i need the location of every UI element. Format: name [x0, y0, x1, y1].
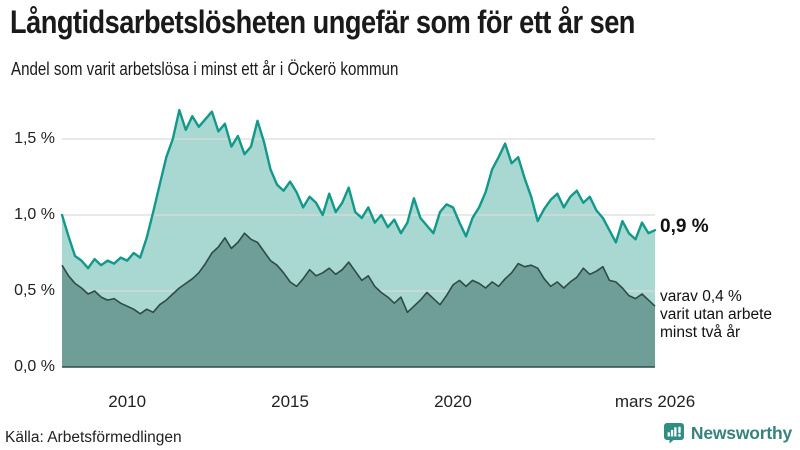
newsworthy-bubble-chart-icon [663, 423, 684, 444]
y-axis-tick-label: 0,5 % [14, 282, 55, 299]
y-axis-tick-label: 0,0 % [14, 358, 55, 375]
x-axis-tick-label: 2015 [271, 392, 309, 411]
y-axis-tick-label: 1,5 % [14, 130, 55, 147]
newsworthy-wordmark: Newsworthy [690, 422, 792, 443]
annotation-note-line: varav 0,4 % [660, 288, 742, 305]
x-axis-tick-label: 2020 [434, 392, 472, 411]
series-line-min-two-years [61, 232, 656, 315]
page-title: Långtidsarbetslösheten ungefär som för e… [10, 4, 635, 40]
series-area-min-two-years [62, 233, 655, 367]
annotation-secondary-note: varav 0,4 % varit utan arbete minst två … [660, 288, 772, 342]
series-line-min-one-year [60, 108, 657, 270]
annotation-note-line: varit utan arbete [660, 306, 773, 323]
y-axis-tick-label: 1,0 % [14, 206, 55, 223]
newsworthy-logo: Newsworthy [663, 422, 792, 444]
page-subtitle: Andel som varit arbetslösa i minst ett å… [11, 59, 399, 79]
x-axis-tick-label: mars 2026 [614, 392, 696, 411]
annotation-note-line: minst två år [660, 324, 741, 341]
x-axis-tick-label: 2010 [108, 392, 147, 411]
annotation-latest-value: 0,9 % [660, 216, 709, 237]
source-note: Källa: Arbetsförmedlingen [5, 429, 182, 446]
